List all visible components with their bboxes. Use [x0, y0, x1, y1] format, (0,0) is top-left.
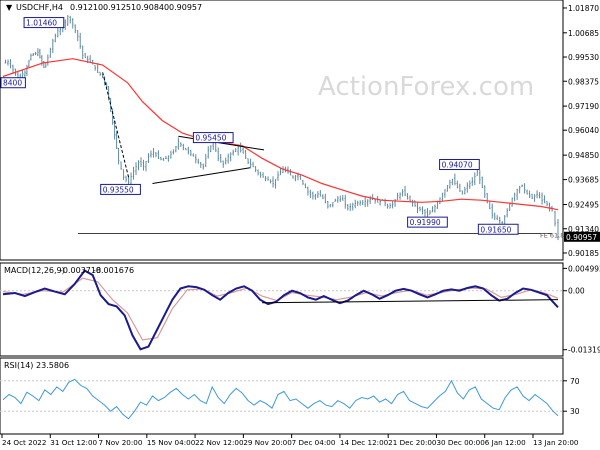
macd-signal-value: -0.001676 — [93, 266, 134, 275]
price-triangle-icon: ▼ — [6, 3, 13, 12]
macd-tick-label: 0.00 — [568, 287, 585, 296]
rsi-value: 23.5806 — [36, 361, 69, 370]
price-tick-label: 0.98375 — [568, 77, 599, 86]
price-tick-label: 0.91340 — [568, 225, 599, 234]
rsi-tick-label: 70 — [570, 377, 580, 386]
macd-axis: 0.004993 0.00 -0.013193 — [563, 264, 600, 355]
price-tick-label: 0.97190 — [568, 102, 599, 111]
rsi-tick-label: 30 — [570, 407, 580, 416]
macd-lines — [0, 269, 563, 351]
price-tick-label: 1.00685 — [568, 29, 599, 38]
macd-panel-frame — [0, 262, 564, 357]
time-tick-label: 7 Dec 04:00 — [292, 438, 336, 447]
rsi-lines — [0, 378, 563, 420]
price-tick-label: 0.99530 — [568, 53, 599, 62]
moving-average — [2, 58, 559, 211]
time-tick-label: 29 Nov 20:00 — [243, 438, 292, 447]
time-tick-label: 30 Dec 00:00 — [436, 438, 485, 447]
time-tick-label: 14 Dec 12:00 — [340, 438, 389, 447]
trendline — [102, 72, 130, 178]
time-tick-label: 22 Nov 12:00 — [195, 438, 244, 447]
price-annotation-label: 0.91650 — [480, 225, 511, 234]
macd-value: -0.003718 — [60, 266, 101, 275]
time-tick-label: 21 Dec 20:00 — [388, 438, 437, 447]
last-price-label: 0.90957 — [566, 233, 597, 242]
rsi-line — [2, 378, 559, 420]
macd-tick-label: 0.004993 — [568, 264, 600, 273]
time-tick-label: 24 Oct 2022 — [2, 438, 46, 447]
ohlc-close: 0.90957 — [169, 3, 202, 12]
last-price-badge — [564, 231, 600, 242]
rsi-axis: 70 30 — [563, 377, 580, 416]
price-annotation-label: 0.93550 — [103, 185, 134, 194]
trendlines: FE 61.8 — [78, 72, 564, 239]
macd-label: MACD(12,26,9) — [4, 266, 65, 275]
price-annotation-label: 8400 — [3, 79, 22, 88]
ohlc-open: 0.91210 — [70, 3, 103, 12]
price-annotation-label: 1.01460 — [26, 19, 57, 28]
time-axis: 24 Oct 2022 31 Oct 12:00 7 Nov 20:00 15 Nov… — [1, 434, 579, 447]
rsi-panel[interactable]: 70 30 RSI(14) 23.5806 — [0, 357, 580, 435]
macd-tick-label: -0.013193 — [568, 346, 600, 355]
price-annotation-label: 0.95450 — [195, 134, 226, 143]
macd-trendline — [262, 299, 559, 304]
time-tick-label: 6 Jan 12:00 — [485, 438, 526, 447]
price-annotation-label: 0.94070 — [442, 161, 473, 170]
macd-line — [2, 269, 559, 351]
price-axis: 1.01870 1.00685 0.99530 0.98375 0.97190 0.960… — [563, 4, 600, 258]
fe-level-label: FE 61.8 — [540, 231, 564, 239]
ohlc-low: 0.90840 — [136, 3, 169, 12]
price-annotation-box — [192, 132, 234, 144]
price-tick-label: 0.92495 — [568, 201, 599, 210]
price-annotation-box — [23, 17, 65, 29]
price-tick-label: 1.01870 — [568, 4, 599, 13]
price-annotation-box — [439, 159, 480, 171]
price-panel[interactable]: ActionForex.com FE 61.8 1.01460 8400 0.935… — [0, 0, 600, 261]
price-annotation-box — [100, 183, 141, 195]
price-annotation-box — [0, 77, 26, 89]
symbol-title: USDCHF,H4 — [16, 3, 63, 12]
time-tick-label: 31 Oct 12:00 — [50, 438, 97, 447]
rsi-title: RSI(14) 23.5806 — [4, 361, 69, 370]
watermark: ActionForex.com — [318, 72, 534, 102]
price-tick-label: 0.96040 — [568, 126, 599, 135]
price-annotations: 1.01460 8400 0.93550 0.95450 0.94070 0.91990 0… — [0, 17, 519, 235]
time-tick-label: 13 Jan 20:00 — [533, 438, 579, 447]
macd-title: MACD(12,26,9) -0.003718 -0.001676 — [4, 266, 134, 275]
macd-panel[interactable]: 0.004993 0.00 -0.013193 MACD(12,26,9) -0.0… — [0, 262, 600, 357]
time-tick-label: 7 Nov 20:00 — [99, 438, 143, 447]
price-annotation-box — [477, 223, 519, 235]
price-tick-label: 0.93685 — [568, 176, 599, 185]
price-tick-label: 0.94850 — [568, 151, 599, 160]
moving-average-line — [2, 58, 559, 211]
price-annotation-label: 0.91990 — [410, 218, 441, 227]
price-title: ▼ USDCHF,H4 0.91210 0.91251 0.90840 0.90… — [6, 3, 202, 12]
price-tick-label: 0.90185 — [568, 249, 599, 258]
time-tick-label: 15 Nov 04:00 — [147, 438, 196, 447]
price-annotation-box — [407, 216, 448, 228]
trendline — [152, 167, 251, 184]
ohlc-high: 0.91251 — [103, 3, 136, 12]
rsi-label: RSI(14) — [4, 361, 33, 370]
trendline — [178, 135, 265, 151]
rsi-panel-frame — [0, 357, 564, 435]
